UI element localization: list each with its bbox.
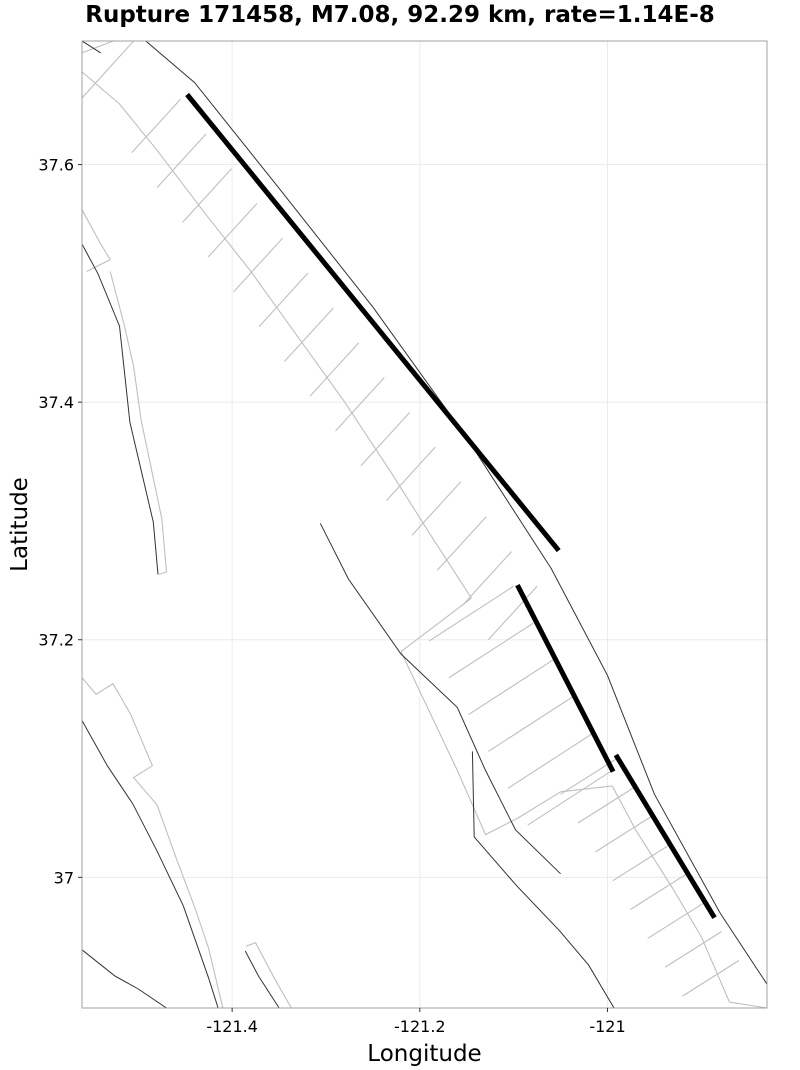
rupture-segment	[613, 753, 717, 919]
fault-outline	[82, 209, 111, 272]
fault-subsection-line	[612, 844, 670, 882]
y-tick-label: 37.6	[38, 156, 74, 175]
fault-subsection-line	[335, 377, 385, 432]
fault-trace	[82, 41, 102, 54]
rupture-segment	[185, 92, 561, 553]
fault-outline	[729, 1001, 767, 1008]
grid-lines	[82, 41, 767, 1008]
fault-subsection-line	[629, 873, 687, 911]
x-axis-title: Longitude	[367, 1041, 481, 1067]
fault-trace	[244, 950, 280, 1008]
fault-outline	[82, 677, 224, 1008]
fault-subsection-line	[448, 622, 534, 679]
x-tick-label: -121	[589, 1017, 625, 1036]
fault-trace	[82, 720, 219, 1008]
fault-subsection-line	[428, 585, 514, 642]
fault-subsection-line	[386, 446, 436, 501]
fault-subsection-line	[462, 551, 513, 606]
fault-trace	[145, 41, 767, 985]
y-axis-title: Latitude	[7, 477, 33, 572]
fault-subsection-line	[131, 98, 181, 154]
fault-subsection-line	[647, 902, 705, 939]
fault-subsection-line	[488, 696, 574, 752]
fault-outline	[82, 41, 135, 99]
fault-outline	[109, 271, 168, 575]
fault-subsection-line	[487, 585, 538, 641]
fault-outline	[82, 71, 472, 599]
x-axis-ticks: -121.4 -121.2 -121	[206, 1008, 626, 1036]
y-tick-label: 37	[54, 868, 74, 887]
fault-subsection-line	[309, 342, 360, 397]
fault-outline	[560, 785, 613, 793]
fault-subsection-line	[284, 307, 334, 362]
y-tick-label: 37.4	[38, 393, 74, 412]
fault-subsection-line	[156, 133, 207, 188]
fault-subsection-line	[507, 733, 593, 789]
fault-trace	[82, 243, 159, 575]
fault-subsection-line	[258, 272, 309, 327]
fault-outline	[400, 597, 472, 653]
rupture-segment	[515, 583, 616, 773]
fault-outline	[82, 41, 115, 54]
x-tick-label: -121.2	[394, 1017, 446, 1036]
fault-outlines	[82, 41, 767, 1008]
fault-subsection-line	[436, 516, 487, 571]
fault-subsection-line	[360, 411, 411, 467]
fault-subsection-line	[682, 960, 740, 997]
fault-subsection-line	[664, 931, 722, 968]
fault-outline	[400, 651, 561, 836]
fault-subsection-line	[577, 786, 635, 824]
fault-trace	[319, 523, 561, 875]
y-tick-label: 37.2	[38, 631, 74, 650]
fault-outline	[246, 942, 292, 1008]
fault-subsection-line	[182, 168, 232, 223]
fault-subsection-line	[468, 659, 554, 716]
fault-subsection-line	[527, 769, 613, 826]
fault-subsection-line	[595, 815, 653, 853]
x-tick-label: -121.4	[206, 1017, 258, 1036]
fault-subsection-line	[411, 481, 462, 536]
map-title: Rupture 171458, M7.08, 92.29 km, rate=1.…	[85, 2, 715, 28]
rupture-segments	[185, 92, 717, 919]
fault-outline	[611, 785, 731, 1003]
fault-trace	[82, 949, 167, 1008]
fault-subsection-line	[233, 238, 283, 293]
fault-subsection-line	[207, 203, 258, 258]
y-axis-ticks: 37.6 37.4 37.2 37	[38, 156, 82, 887]
fault-traces	[82, 41, 767, 1008]
fault-trace	[471, 751, 615, 1008]
map-frame	[81, 40, 768, 1009]
